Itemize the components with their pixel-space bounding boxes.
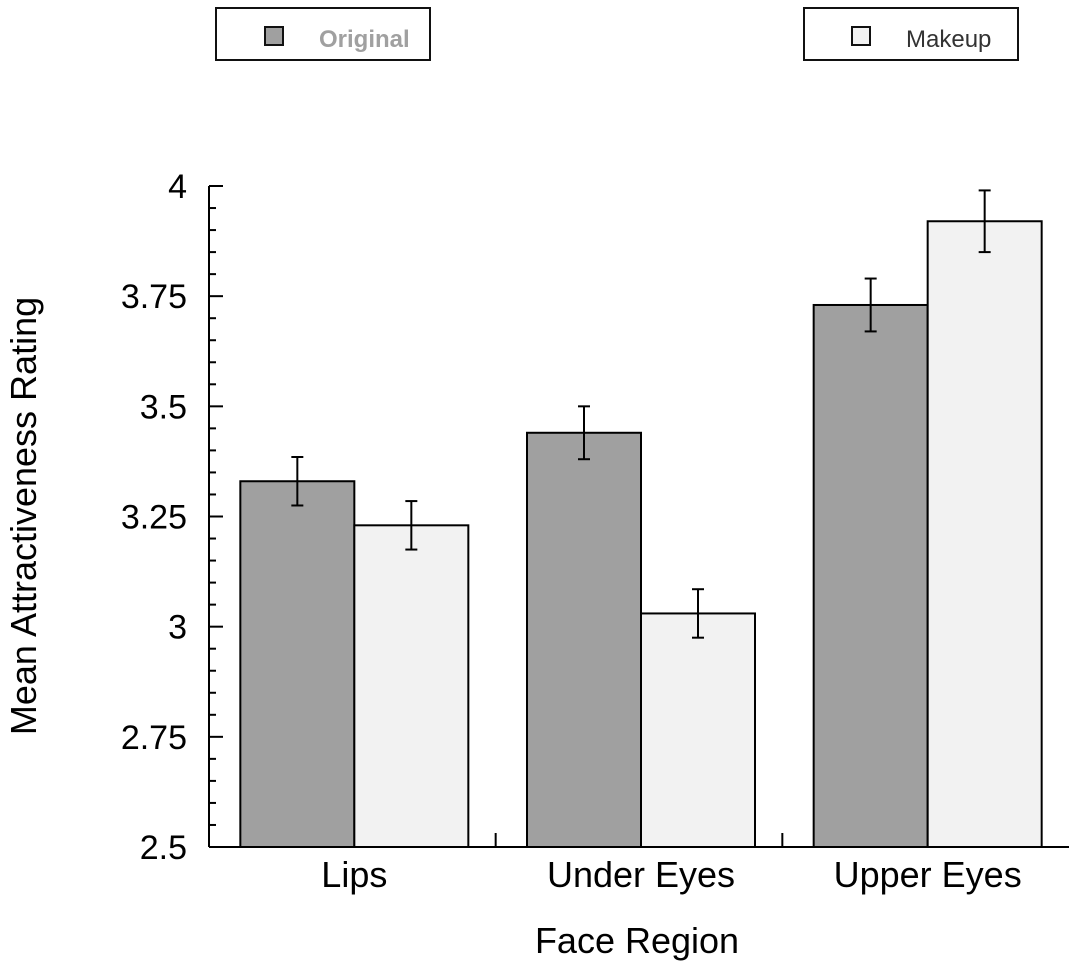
x-tick-label: Upper Eyes xyxy=(834,854,1022,895)
x-axis-title: Face Region xyxy=(535,920,739,961)
x-tick-label: Under Eyes xyxy=(547,854,735,895)
bar-original-upper-eyes xyxy=(812,303,929,849)
y-tick-label: 3.25 xyxy=(121,499,187,537)
legend-swatch-original xyxy=(264,26,284,46)
bar-makeup-under-eyes xyxy=(640,612,756,848)
legend-label-original: Original xyxy=(319,26,410,53)
bar-original-lips xyxy=(239,480,356,848)
y-tick-label: 3.5 xyxy=(140,388,187,426)
legend-label-makeup: Makeup xyxy=(906,26,992,53)
y-tick-label: 4 xyxy=(168,168,187,206)
bar-makeup-lips xyxy=(353,524,470,849)
y-tick-label: 3 xyxy=(168,609,187,647)
bar-makeup-upper-eyes xyxy=(926,220,1043,848)
y-axis-title: Mean Attractiveness Rating xyxy=(3,297,44,735)
bars-layer xyxy=(239,220,1043,849)
x-tick-label: Lips xyxy=(321,854,387,895)
legend-swatch-makeup xyxy=(851,26,871,46)
labels-layer: 2.5 2.75 3 3.25 3.5 3.75 4 Lips Under Eyes Upper … xyxy=(121,168,1022,895)
y-tick-label: 2.5 xyxy=(140,829,187,867)
error-bars-layer xyxy=(291,189,991,639)
legend-original: Original xyxy=(215,7,431,61)
y-tick-label: 2.75 xyxy=(121,719,187,757)
bar-original-under-eyes xyxy=(526,431,642,848)
legend-makeup: Makeup xyxy=(803,7,1019,61)
y-tick-label: 3.75 xyxy=(121,278,187,316)
